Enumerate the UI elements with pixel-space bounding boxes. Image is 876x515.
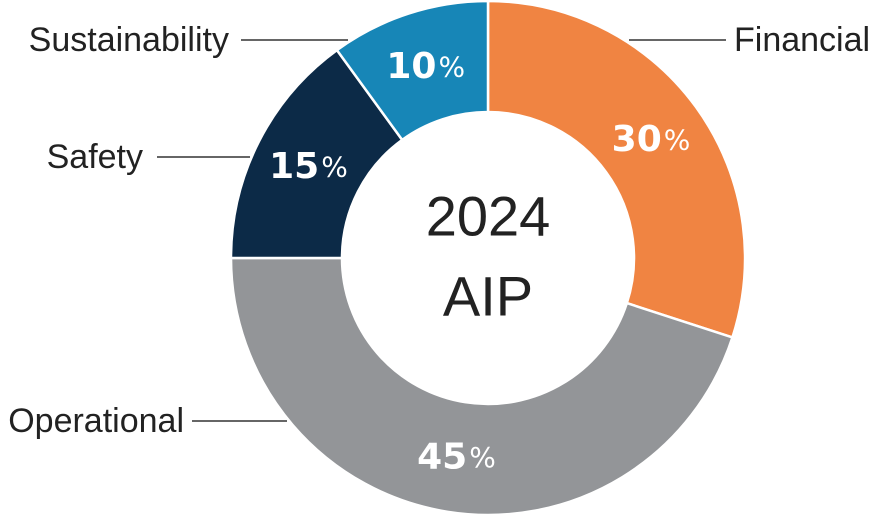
slice-financial: [486, 0, 747, 339]
percent-label-financial: 30%: [612, 119, 691, 160]
leader-lines-group: [157, 39, 726, 422]
center-title-label: AIP: [443, 265, 533, 328]
slices-group: [229, 0, 747, 515]
center-title-year: 2024: [426, 185, 551, 248]
category-label-operational: Operational: [8, 402, 184, 440]
percent-label-operational: 45%: [417, 437, 496, 478]
slice-sustainability: [335, 0, 490, 142]
slice-safety: [229, 48, 404, 260]
slice-operational: [229, 256, 734, 515]
percent-label-safety: 15%: [269, 146, 348, 187]
percent-label-sustainability: 10%: [386, 46, 465, 87]
labels-group: 30% Financial 45% Operational 15% Safety 10% Su…: [8, 21, 870, 478]
category-label-financial: Financial: [734, 21, 870, 59]
category-label-sustainability: Sustainability: [29, 21, 229, 59]
category-label-safety: Safety: [47, 138, 143, 176]
